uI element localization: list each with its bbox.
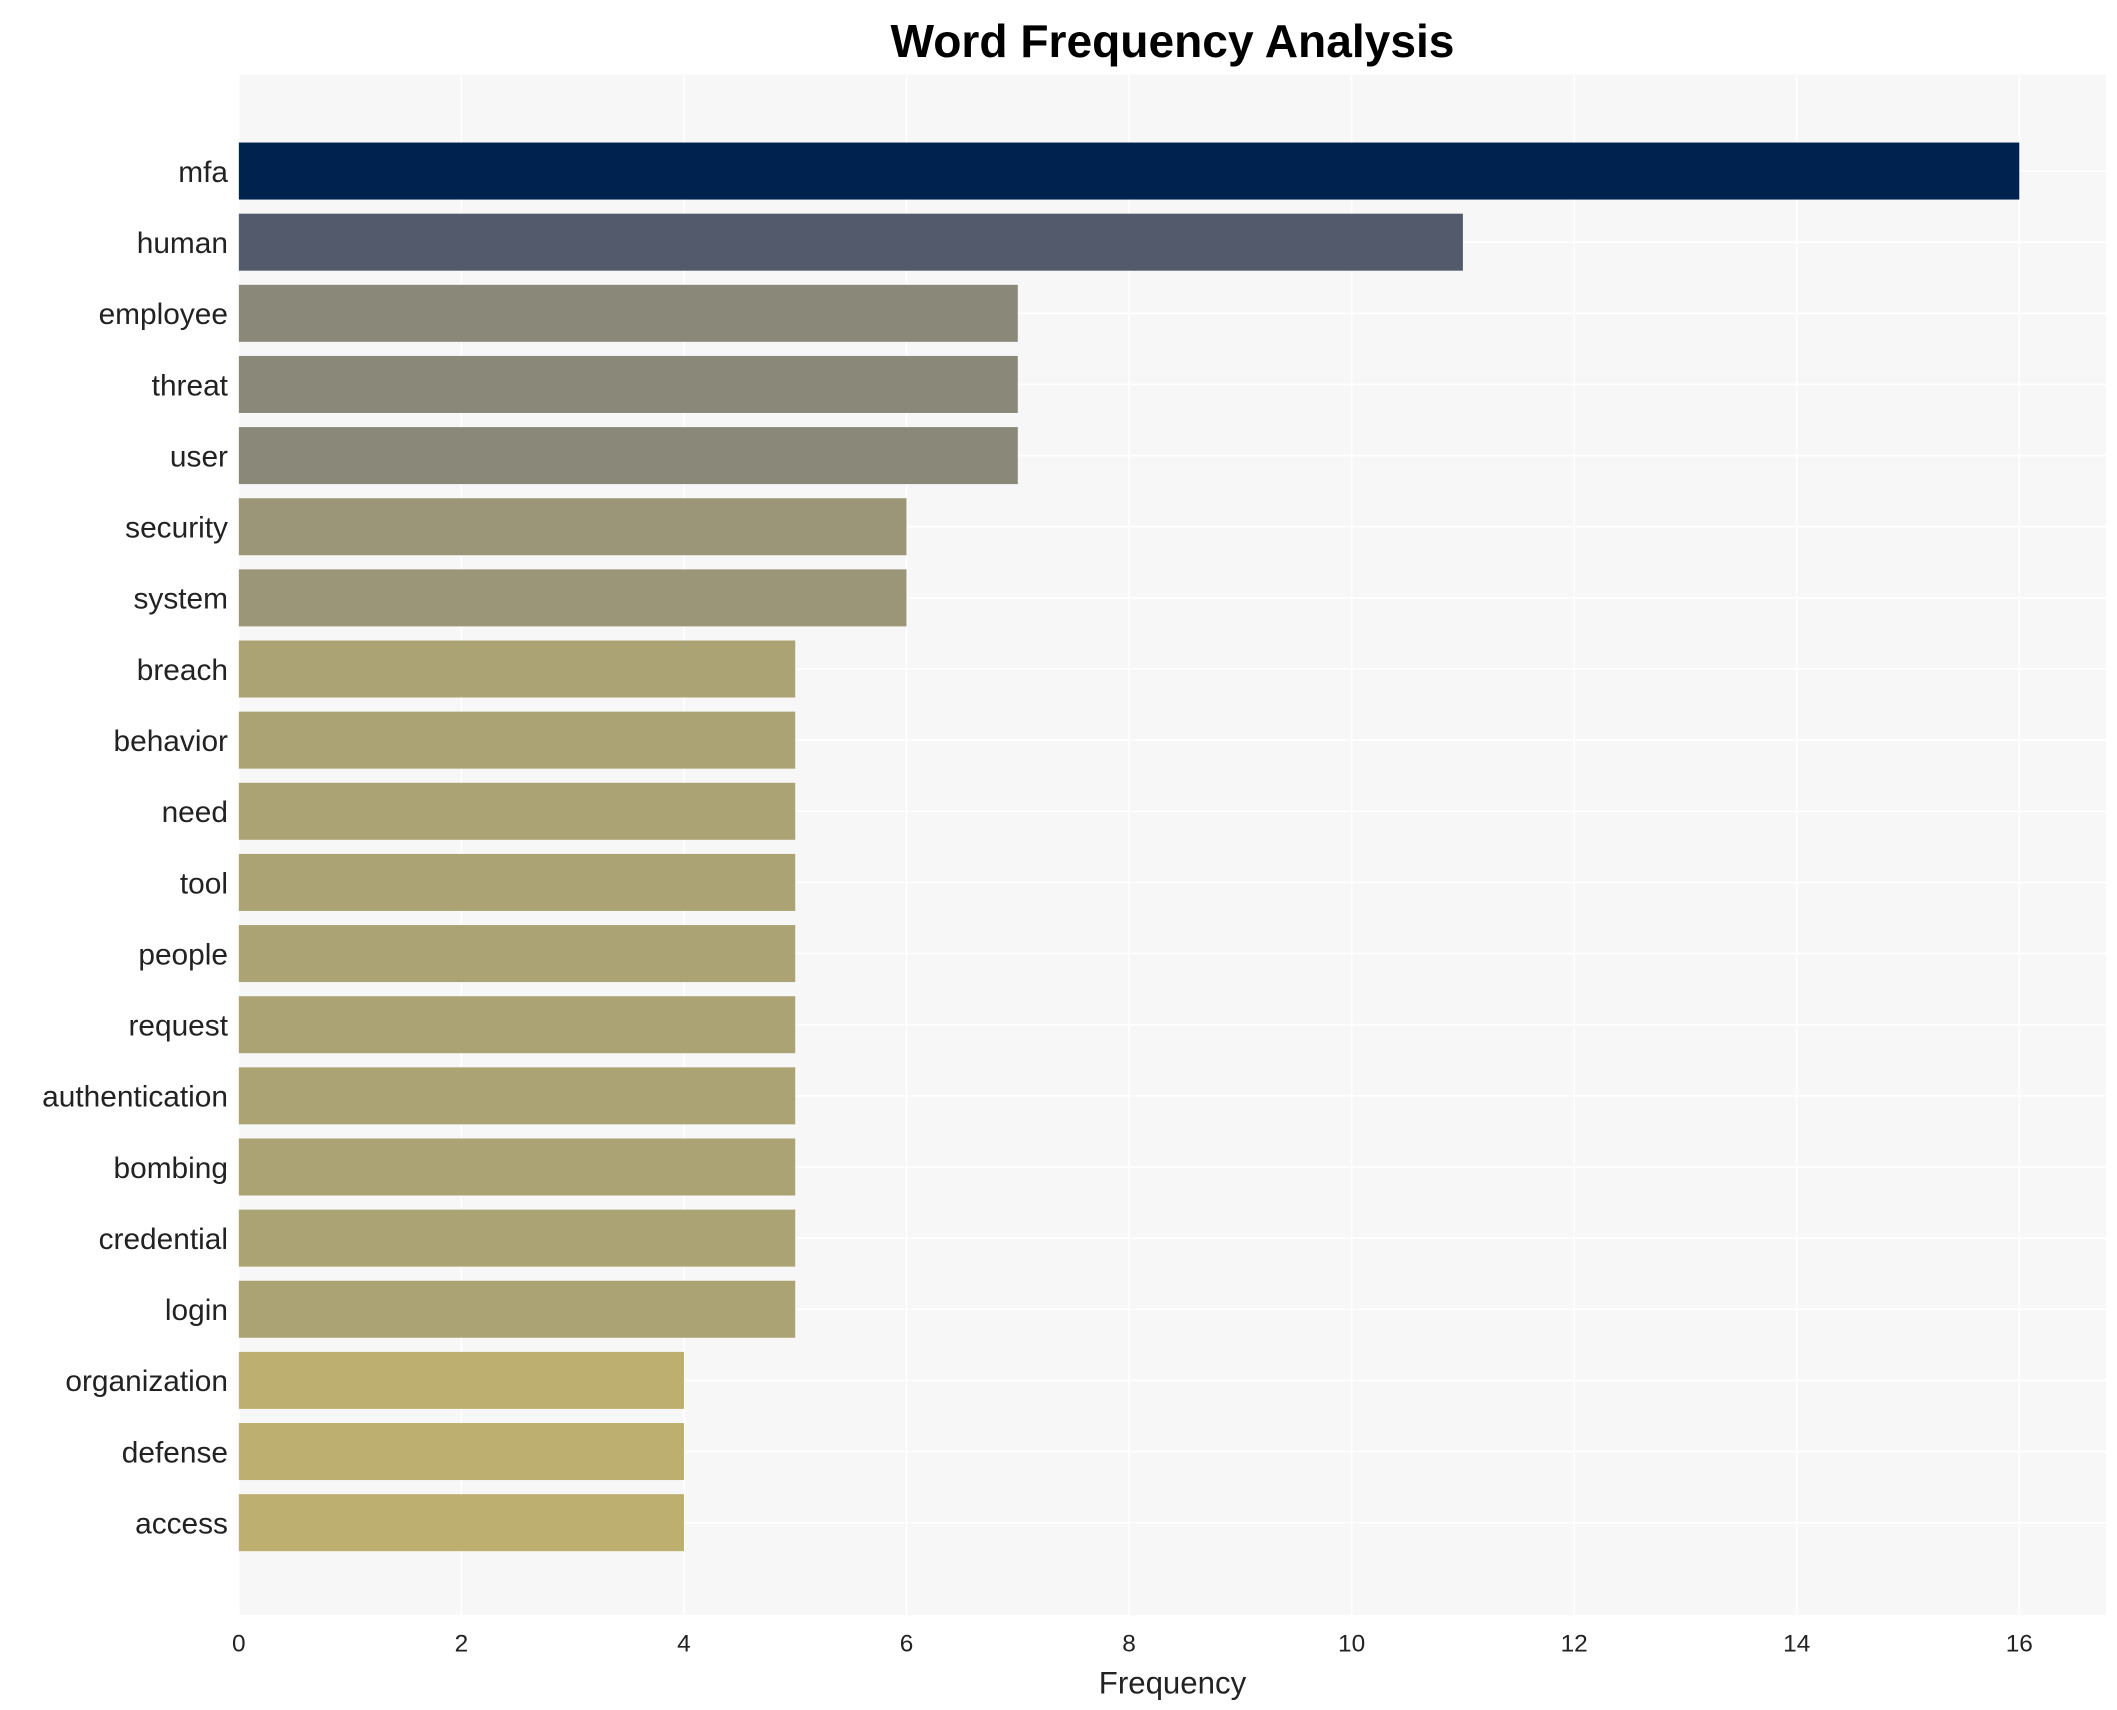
bar-organization <box>238 1351 684 1409</box>
y-tick-label: login <box>165 1294 228 1327</box>
y-tick-label: organization <box>65 1365 228 1398</box>
bar-behavior <box>238 711 796 769</box>
bar-human <box>238 213 1463 271</box>
chart-title: Word Frequency Analysis <box>891 15 1455 67</box>
y-tick-label: credential <box>99 1223 228 1256</box>
y-tick-label: security <box>125 512 228 545</box>
y-tick-label: defense <box>122 1436 228 1469</box>
y-tick-label: people <box>138 938 228 971</box>
bar-access <box>238 1494 684 1552</box>
bar-breach <box>238 640 796 698</box>
y-tick-label: human <box>137 227 228 260</box>
bar-login <box>238 1280 796 1338</box>
y-tick-label: system <box>133 583 228 616</box>
x-tick-label: 14 <box>1783 1631 1810 1658</box>
y-tick-label: employee <box>99 298 228 331</box>
y-tick-label: access <box>135 1508 228 1541</box>
bar-mfa <box>238 142 2020 200</box>
y-tick-label: mfa <box>178 156 228 189</box>
x-tick-label: 2 <box>455 1631 469 1658</box>
x-axis-label: Frequency <box>1099 1666 1247 1701</box>
bar-authentication <box>238 1067 796 1125</box>
y-tick-label: request <box>128 1010 228 1043</box>
bar-threat <box>238 355 1018 413</box>
x-tick-label: 12 <box>1561 1631 1588 1658</box>
bar-bombing <box>238 1138 796 1196</box>
bar-security <box>238 498 907 556</box>
y-tick-label: breach <box>137 654 228 687</box>
y-tick-label: need <box>162 796 228 829</box>
bar-user <box>238 427 1018 485</box>
x-tick-labels: 0 2 4 6 8 10 12 14 16 <box>232 1631 2033 1658</box>
x-tick-label: 6 <box>900 1631 914 1658</box>
bars <box>238 142 2020 1552</box>
x-tick-label: 8 <box>1122 1631 1136 1658</box>
bar-need <box>238 782 796 840</box>
y-tick-label: authentication <box>42 1081 228 1114</box>
x-tick-label: 10 <box>1338 1631 1365 1658</box>
y-tick-label: tool <box>180 867 228 900</box>
y-tick-label: user <box>170 440 228 473</box>
bar-credential <box>238 1209 796 1267</box>
x-tick-label: 4 <box>677 1631 691 1658</box>
bar-people <box>238 925 796 983</box>
x-tick-label: 0 <box>232 1631 246 1658</box>
y-tick-label: bombing <box>114 1152 228 1185</box>
bar-request <box>238 996 796 1054</box>
y-tick-labels: mfa human employee threat user security system… <box>42 156 229 1541</box>
x-tick-label: 16 <box>2006 1631 2033 1658</box>
y-tick-label: threat <box>152 369 229 402</box>
bar-defense <box>238 1423 684 1481</box>
bar-system <box>238 569 907 627</box>
bar-employee <box>238 284 1018 342</box>
y-tick-label: behavior <box>114 725 229 758</box>
bar-tool <box>238 853 796 911</box>
